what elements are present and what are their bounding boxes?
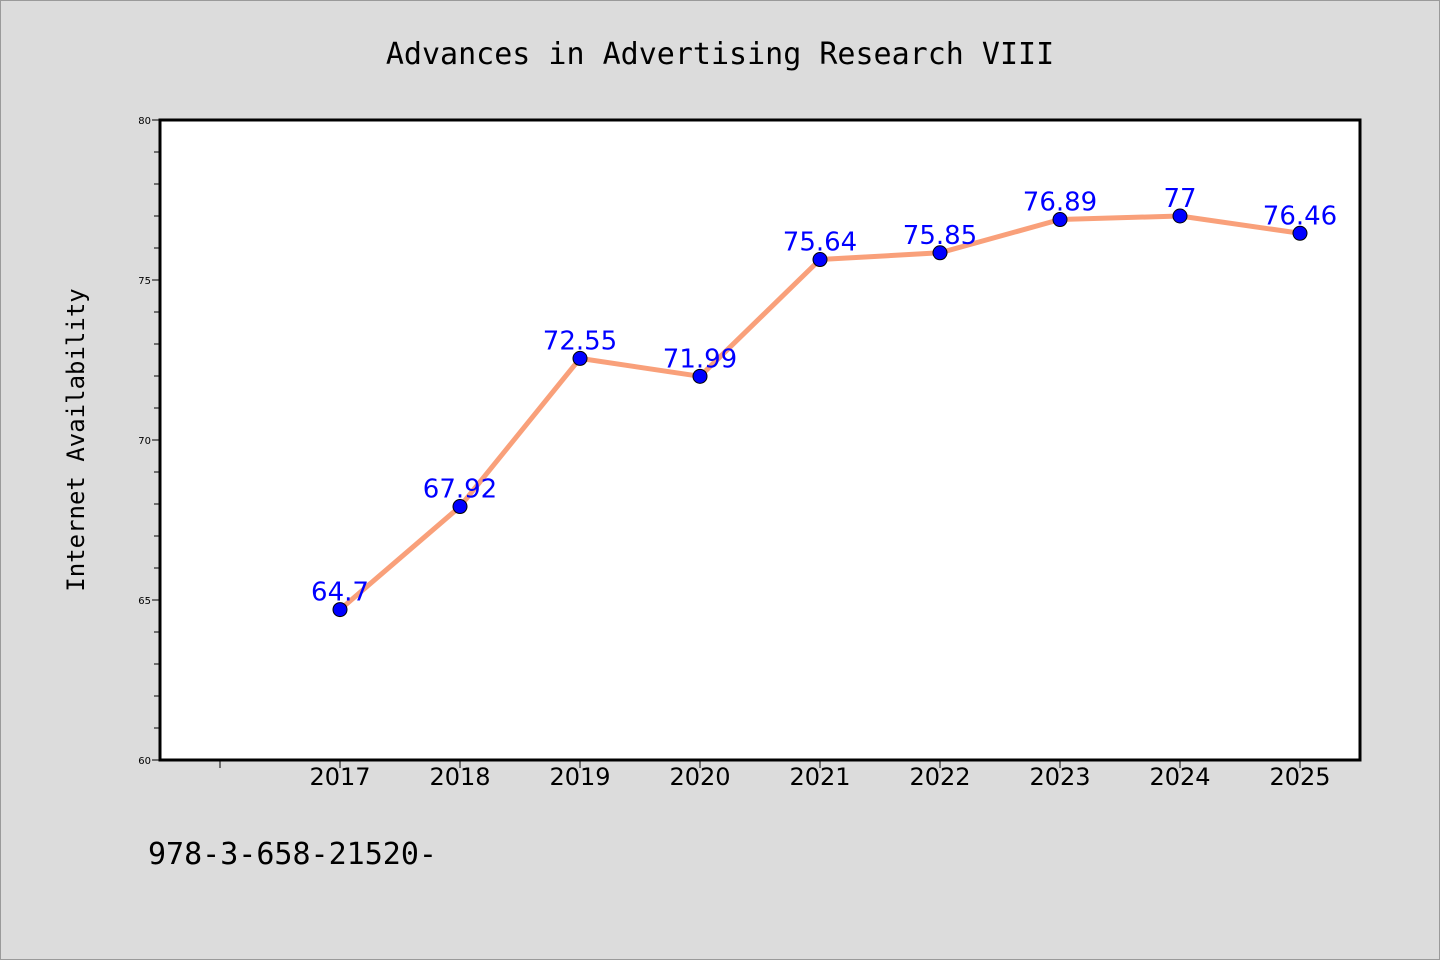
- x-tick-label: 2021: [789, 763, 850, 791]
- data-point: [812, 252, 828, 268]
- data-point: [452, 499, 468, 515]
- x-tick-label: 2020: [669, 763, 730, 791]
- data-point: [1172, 208, 1188, 224]
- data-point: [1292, 225, 1308, 241]
- data-point: [1052, 212, 1068, 228]
- data-label: 76.89: [1023, 188, 1097, 218]
- data-point: [332, 602, 348, 618]
- data-point: [932, 245, 948, 261]
- y-tick-label: 70: [138, 436, 151, 447]
- footer-isbn-text: 978-3-658-21520-: [148, 837, 437, 872]
- chart-title: Advances in Advertising Research VIII: [386, 37, 1054, 72]
- x-tick-label: 2018: [429, 763, 490, 791]
- data-label: 64.7: [311, 578, 369, 608]
- y-tick-label: 75: [138, 276, 151, 287]
- y-axis-ticks: 60 65 70 75 80: [138, 116, 160, 767]
- x-tick-label: 2017: [309, 763, 370, 791]
- series-layer: 64.7 67.92 72.55 71.99 75.64 75.85 76.89 77 76.4…: [311, 184, 1337, 618]
- data-label: 75.85: [903, 221, 977, 251]
- data-label: 77: [1163, 184, 1196, 214]
- data-label: 67.92: [423, 475, 497, 505]
- y-tick-label: 80: [138, 116, 151, 127]
- data-point: [572, 350, 588, 366]
- data-label: 72.55: [543, 326, 617, 356]
- x-tick-label: 2025: [1269, 763, 1330, 791]
- x-tick-label: 2023: [1029, 763, 1090, 791]
- data-label: 75.64: [783, 228, 857, 258]
- data-label: 76.46: [1263, 201, 1337, 231]
- y-tick-label: 65: [138, 596, 151, 607]
- data-label: 71.99: [663, 344, 737, 374]
- x-tick-label: 2019: [549, 763, 610, 791]
- x-tick-label: 2024: [1149, 763, 1210, 791]
- y-axis-label: Internet Availability: [62, 288, 90, 591]
- data-point: [692, 368, 708, 384]
- y-tick-label: 60: [138, 756, 151, 767]
- x-axis-ticks: 2017 2018 2019 2020 2021 2022 2023 2024 2025: [219, 760, 1331, 791]
- plot-area: [158, 118, 1362, 762]
- x-tick-label: 2022: [909, 763, 970, 791]
